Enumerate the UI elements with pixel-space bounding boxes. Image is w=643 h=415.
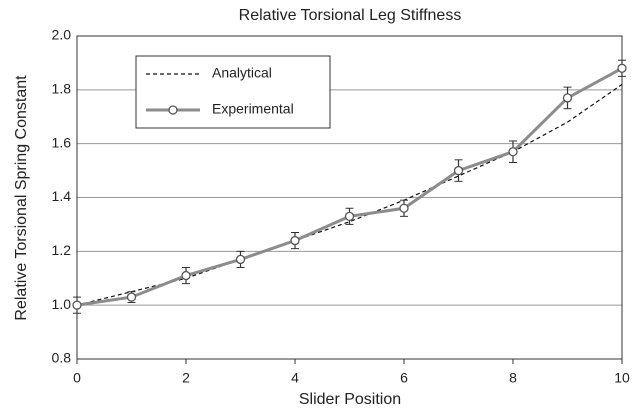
- marker: [344, 211, 355, 221]
- y-tick-label: 1.0: [52, 296, 72, 312]
- x-axis-label: Slider Position: [299, 391, 401, 408]
- y-tick-label: 1.4: [52, 188, 72, 204]
- marker: [453, 165, 464, 176]
- marker: [508, 147, 518, 157]
- y-tick-label: 0.8: [52, 350, 72, 366]
- marker: [399, 203, 409, 213]
- y-tick-label: 2.0: [52, 27, 72, 43]
- marker: [235, 254, 246, 265]
- marker: [562, 93, 573, 103]
- legend-label: Analytical: [212, 65, 272, 81]
- legend-box: [135, 55, 331, 129]
- x-tick-label: 2: [182, 370, 190, 386]
- plot-frame: [76, 35, 623, 360]
- x-tick-label: 4: [291, 370, 299, 386]
- x-tick-label: 10: [614, 370, 630, 386]
- y-axis-label: Relative Torsional Spring Constant: [13, 75, 30, 321]
- legend-marker: [168, 105, 178, 115]
- marker: [72, 300, 82, 310]
- x-tick-label: 8: [509, 370, 517, 386]
- legend-label: Experimental: [212, 101, 294, 117]
- chart-title: Relative Torsional Leg Stiffness: [239, 7, 462, 24]
- y-tick-label: 1.6: [52, 134, 72, 150]
- marker: [181, 270, 191, 281]
- marker: [126, 292, 137, 302]
- x-tick-label: 6: [400, 370, 408, 386]
- x-tick-label: 0: [73, 370, 81, 386]
- y-tick-label: 1.8: [52, 81, 72, 97]
- y-tick-label: 1.2: [52, 242, 72, 258]
- marker: [290, 235, 300, 246]
- marker: [617, 63, 627, 73]
